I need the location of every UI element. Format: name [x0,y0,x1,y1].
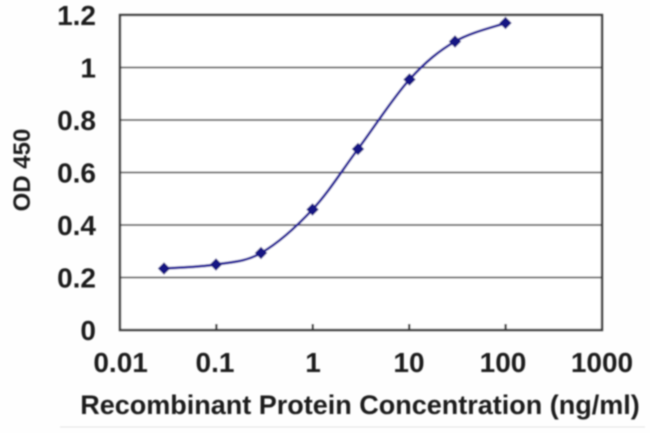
svg-text:0.6: 0.6 [57,158,96,189]
svg-text:0.1: 0.1 [196,347,235,378]
svg-text:10: 10 [393,347,424,378]
svg-text:0: 0 [80,315,96,346]
svg-text:0.4: 0.4 [57,210,96,241]
svg-text:0.2: 0.2 [57,263,96,294]
svg-text:1: 1 [305,347,321,378]
svg-text:1.2: 1.2 [57,0,96,31]
svg-text:1000: 1000 [571,347,633,378]
svg-text:0.8: 0.8 [57,105,96,136]
svg-text:Recombinant Protein Concentrat: Recombinant Protein Concentration (ng/ml… [80,390,640,420]
svg-text:1: 1 [80,53,96,84]
svg-text:0.01: 0.01 [93,347,148,378]
svg-text:100: 100 [480,347,527,378]
svg-text:OD 450: OD 450 [9,129,36,212]
